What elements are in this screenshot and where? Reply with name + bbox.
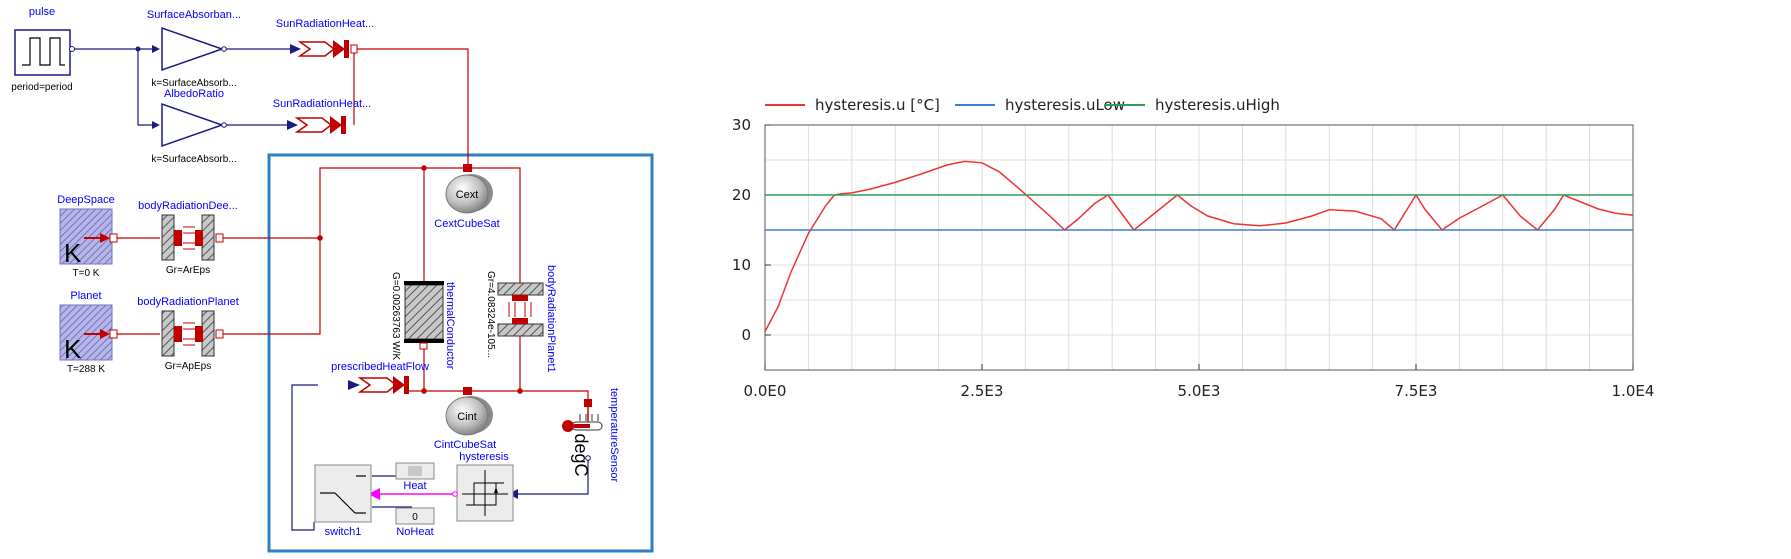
pulse-param: period=period — [11, 82, 72, 93]
x-tick-label: 7.5E3 — [1395, 382, 1438, 400]
plot-ticks: 0.0E0 2.5E3 5.0E3 7.5E3 1.0E4 0 10 20 30 — [732, 116, 1655, 400]
deepspace-label: DeepSpace — [57, 194, 115, 206]
sun-radiation-heatflow-2[interactable]: SunRadiationHeat... — [273, 98, 371, 134]
planet-symbol: K — [64, 334, 82, 364]
hysteresis-plot: hysteresis.u [°C] hysteresis.uLow hysteres… — [732, 96, 1655, 400]
prescribed-heat-flow[interactable]: prescribedHeatFlow — [331, 361, 429, 394]
body-radiation-planet1[interactable]: Gr=4.08324e-105... bodyRadiationPlanet1 — [485, 265, 557, 373]
legend-entry-u: hysteresis.u [°C] — [815, 96, 940, 114]
cext-label: CextCubeSat — [434, 218, 499, 230]
heat-constant[interactable]: Heat — [395, 462, 435, 492]
sun-radiation-heatflow-1[interactable]: SunRadiationHeat... — [276, 18, 374, 58]
bodyRadPlanet1-param: Gr=4.08324e-105... — [485, 271, 496, 358]
y-tick-label: 20 — [732, 186, 751, 204]
bodyRadPlanet-param: Gr=ApEps — [165, 361, 211, 372]
plot-legend: hysteresis.u [°C] hysteresis.uLow hysteres… — [765, 96, 1280, 114]
hysteresis-label: hysteresis — [459, 451, 509, 463]
legend-entry-uHigh: hysteresis.uHigh — [1155, 96, 1280, 114]
plot-series — [764, 160, 1634, 332]
switch-block[interactable]: switch1 — [314, 464, 372, 538]
pulse-label: pulse — [29, 6, 55, 18]
fixed-temp-deepspace[interactable]: K DeepSpace T=0 K — [57, 194, 118, 279]
x-tick-label: 5.0E3 — [1178, 382, 1221, 400]
gain-surface-absorbance[interactable]: SurfaceAbsorban... k=SurfaceAbsorb... — [147, 9, 241, 89]
x-tick-label: 0.0E0 — [744, 382, 787, 400]
planet-param: T=288 K — [67, 364, 105, 375]
hysteresis-block[interactable]: hysteresis — [452, 451, 514, 522]
prescribedHeatFlow-label: prescribedHeatFlow — [331, 361, 429, 373]
bodyRadPlanet-label: bodyRadiationPlanet — [137, 296, 239, 308]
gain-albedo-ratio[interactable]: AlbedoRatio k=SurfaceAbsorb... — [151, 88, 236, 165]
tempSensor-label: temperatureSensor — [608, 388, 620, 482]
model-diagram: pulse period=period SurfaceAbsorban... k… — [11, 6, 654, 553]
cint-label: CintCubeSat — [434, 439, 496, 451]
noheat-constant[interactable]: 0 NoHeat — [395, 507, 435, 538]
thermalConductor-param: G=0.00263763 W/K — [390, 272, 401, 360]
y-tick-label: 30 — [732, 116, 751, 134]
boolean-wire — [368, 488, 455, 500]
gain1-label: SurfaceAbsorban... — [147, 9, 241, 21]
body-radiation-deep[interactable]: bodyRadiationDee... Gr=ArEps — [138, 200, 238, 276]
noheat-value: 0 — [412, 512, 418, 523]
subsystem-frame — [267, 153, 654, 553]
sunflow1-label: SunRadiationHeat... — [276, 18, 374, 30]
plot-grid — [765, 125, 1633, 370]
thermalConductor-label: thermalConductor — [444, 282, 456, 370]
cint-symbol: Cint — [457, 411, 477, 423]
heat-label: Heat — [403, 480, 426, 492]
legend-entry-uLow: hysteresis.uLow — [1005, 96, 1125, 114]
temperature-sensor[interactable]: degC temperatureSensor — [562, 388, 620, 482]
x-tick-label: 1.0E4 — [1612, 382, 1655, 400]
y-tick-label: 0 — [741, 326, 751, 344]
deepspace-symbol: K — [64, 238, 82, 268]
gain1-param: k=SurfaceAbsorb... — [151, 78, 236, 89]
tempSensor-unit: degC — [571, 433, 591, 476]
bodyRadDeep-param: Gr=ArEps — [166, 265, 210, 276]
thermal-conductor[interactable]: G=0.00263763 W/K thermalConductor — [390, 272, 456, 370]
switch1-label: switch1 — [325, 526, 362, 538]
bodyRadPlanet1-label: bodyRadiationPlanet1 — [545, 265, 557, 373]
planet-label: Planet — [70, 290, 101, 302]
y-tick-label: 10 — [732, 256, 751, 274]
body-radiation-planet[interactable]: bodyRadiationPlanet Gr=ApEps — [137, 296, 239, 372]
gain2-param: k=SurfaceAbsorb... — [151, 154, 236, 165]
series-u — [764, 160, 1634, 332]
heat-capacitor-cext[interactable]: Cext CextCubeSat — [434, 164, 500, 230]
deepspace-param: T=0 K — [73, 268, 100, 279]
cext-symbol: Cext — [456, 189, 479, 201]
x-tick-label: 2.5E3 — [961, 382, 1004, 400]
heat-capacitor-cint[interactable]: Cint CintCubeSat — [434, 387, 496, 451]
fixed-temp-planet[interactable]: K Planet T=288 K — [59, 290, 118, 375]
sunflow2-label: SunRadiationHeat... — [273, 98, 371, 110]
gain2-label: AlbedoRatio — [164, 88, 224, 100]
pulse-block[interactable]: pulse period=period — [11, 6, 75, 93]
noheat-label: NoHeat — [396, 526, 433, 538]
bodyRadDeep-label: bodyRadiationDee... — [138, 200, 238, 212]
